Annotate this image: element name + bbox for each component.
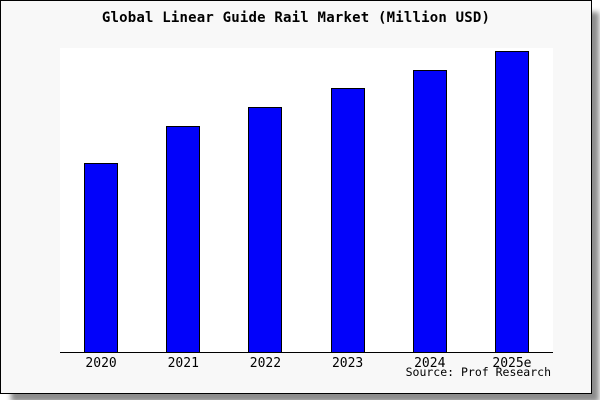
x-tick-label-2024: 2024 — [414, 356, 446, 371]
bar-slot-2020 — [60, 48, 142, 352]
bar-2023 — [330, 88, 365, 352]
x-tick-label-2023: 2023 — [331, 356, 364, 371]
bar-slot-2023 — [307, 48, 389, 352]
plot-area — [60, 48, 553, 353]
x-axis-labels: 2020 2021 2022 2023 2024 2025e — [60, 356, 553, 371]
bar-2024 — [412, 69, 447, 352]
x-tick-label-2022: 2022 — [249, 356, 282, 371]
bar-2021 — [166, 126, 201, 352]
bar-2020 — [84, 162, 119, 352]
x-tick-label-2021: 2021 — [167, 356, 199, 371]
bar-2022 — [248, 106, 283, 352]
x-tick-label-2020: 2020 — [85, 356, 117, 371]
bar-slot-2024 — [389, 48, 471, 352]
bar-2025e — [494, 51, 529, 352]
bar-slot-2021 — [142, 48, 224, 352]
bar-slot-2025e — [471, 48, 553, 352]
chart-frame: Global Linear Guide Rail Market (Million… — [0, 0, 592, 394]
x-tick-label-2025e: 2025e — [492, 356, 532, 371]
source-credit: Source: Prof Research — [405, 365, 551, 379]
bar-slot-2022 — [224, 48, 306, 352]
chart-title: Global Linear Guide Rail Market (Million… — [101, 10, 491, 26]
